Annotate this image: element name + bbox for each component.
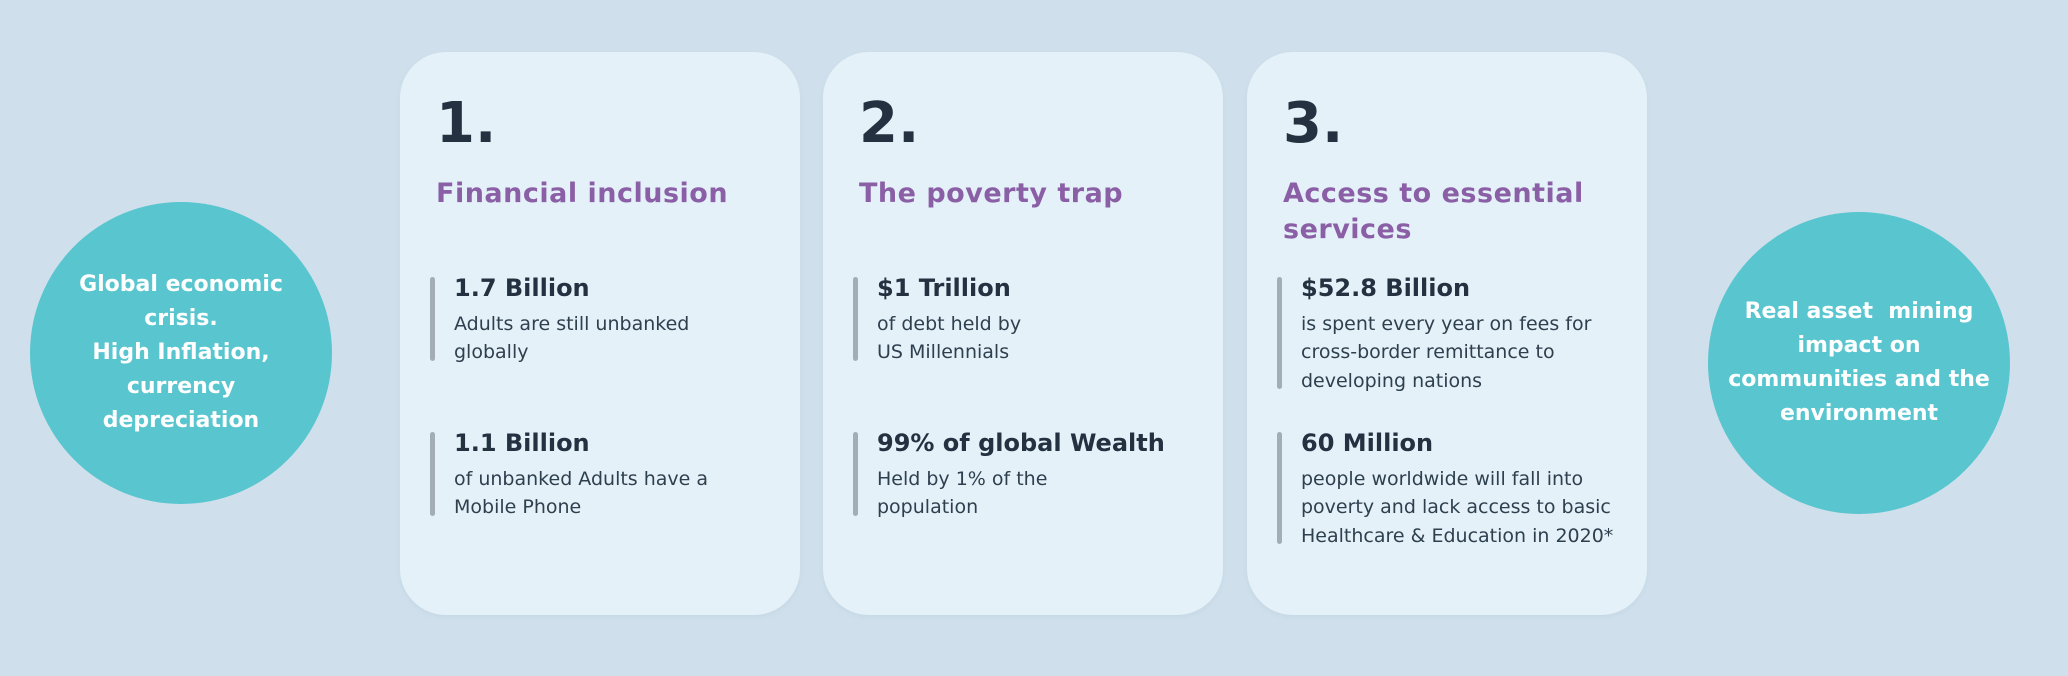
card-heading: The poverty trap <box>859 178 1124 209</box>
stat-item: 99% of global Wealth Held by 1% of the p… <box>853 429 1217 522</box>
stat-item: $52.8 Billion is spent every year on fee… <box>1277 274 1641 395</box>
card-poverty-trap: 2. The poverty trap $1 Trillion of debt … <box>823 52 1223 615</box>
card-financial-inclusion: 1. Financial inclusion 1.7 Billion Adult… <box>400 52 800 615</box>
card-access-essential-services: 3. Access to essential services $52.8 Bi… <box>1247 52 1647 615</box>
stat-description: of debt held by US Millennials <box>877 312 1022 364</box>
card-number: 3. <box>1283 91 1344 156</box>
stat-description: people worldwide will fall into poverty … <box>1301 467 1614 547</box>
global-crisis-bubble: Global economic crisis. High Inflation, … <box>30 202 332 504</box>
stat-value: $52.8 Billion <box>1301 274 1471 302</box>
stat-value: 1.1 Billion <box>454 429 590 457</box>
card-number: 2. <box>859 91 920 156</box>
stat-description: Held by 1% of the population <box>877 467 1048 519</box>
stat-item: $1 Trillion of debt held by US Millennia… <box>853 274 1217 367</box>
stat-value: 60 Million <box>1301 429 1434 457</box>
stat-item: 1.7 Billion Adults are still unbanked gl… <box>430 274 794 367</box>
mining-impact-bubble-text: Real asset mining impact on communities … <box>1728 298 1990 427</box>
stat-description: Adults are still unbanked globally <box>454 312 690 364</box>
stat-value: 1.7 Billion <box>454 274 590 302</box>
card-heading: Access to essential services <box>1283 178 1584 246</box>
stat-item: 1.1 Billion of unbanked Adults have a Mo… <box>430 429 794 522</box>
card-number: 1. <box>436 91 497 156</box>
stat-value: 99% of global Wealth <box>877 429 1165 457</box>
stat-value: $1 Trillion <box>877 274 1011 302</box>
stat-item: 60 Million people worldwide will fall in… <box>1277 429 1641 550</box>
card-heading: Financial inclusion <box>436 178 729 209</box>
mining-impact-bubble: Real asset mining impact on communities … <box>1708 212 2010 514</box>
stat-description: is spent every year on fees for cross-bo… <box>1301 312 1592 392</box>
global-crisis-bubble-text: Global economic crisis. High Inflation, … <box>79 271 283 434</box>
stat-description: of unbanked Adults have a Mobile Phone <box>454 467 709 519</box>
